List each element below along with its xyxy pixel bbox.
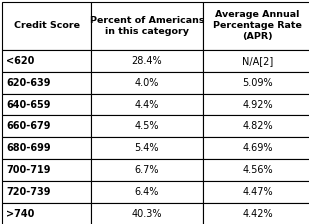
Bar (91, 94, 203, 116)
Bar (91, 116, 203, 137)
Text: 4.56%: 4.56% (242, 165, 273, 175)
Bar (91, 181, 203, 203)
Text: 4.42%: 4.42% (242, 209, 273, 219)
Bar (91, 2, 203, 50)
Bar (91, 137, 203, 159)
Text: 700-719: 700-719 (6, 165, 51, 175)
Text: 40.3%: 40.3% (132, 209, 162, 219)
Bar (2, 50, 91, 72)
Bar (203, 72, 309, 94)
Text: 680-699: 680-699 (6, 143, 51, 153)
Bar (2, 181, 91, 203)
Bar (91, 159, 203, 181)
Text: 4.0%: 4.0% (135, 78, 159, 88)
Text: <620: <620 (6, 56, 35, 66)
Text: 4.69%: 4.69% (242, 143, 273, 153)
Text: Percent of Americans
in this category: Percent of Americans in this category (90, 16, 204, 36)
Text: 720-739: 720-739 (6, 187, 51, 197)
Text: 4.47%: 4.47% (242, 187, 273, 197)
Text: 660-679: 660-679 (6, 121, 51, 131)
Bar (91, 203, 203, 224)
Bar (91, 50, 203, 72)
Text: 5.09%: 5.09% (242, 78, 273, 88)
Bar (203, 181, 309, 203)
Bar (2, 72, 91, 94)
Bar (2, 94, 91, 116)
Text: 4.92%: 4.92% (242, 99, 273, 110)
Bar (203, 203, 309, 224)
Text: 4.82%: 4.82% (242, 121, 273, 131)
Bar (2, 116, 91, 137)
Text: 28.4%: 28.4% (132, 56, 162, 66)
Bar (2, 2, 91, 50)
Bar (91, 72, 203, 94)
Bar (203, 2, 309, 50)
Text: 4.5%: 4.5% (135, 121, 159, 131)
Text: 640-659: 640-659 (6, 99, 51, 110)
Bar (2, 159, 91, 181)
Text: 4.4%: 4.4% (135, 99, 159, 110)
Text: 6.7%: 6.7% (135, 165, 159, 175)
Bar (203, 94, 309, 116)
Text: N/A[2]: N/A[2] (242, 56, 273, 66)
Text: Average Annual
Percentage Rate
(APR): Average Annual Percentage Rate (APR) (213, 10, 302, 41)
Bar (203, 159, 309, 181)
Text: Credit Score: Credit Score (14, 21, 79, 30)
Text: >740: >740 (6, 209, 35, 219)
Bar (2, 137, 91, 159)
Text: 620-639: 620-639 (6, 78, 51, 88)
Text: 5.4%: 5.4% (135, 143, 159, 153)
Bar (203, 116, 309, 137)
Bar (203, 50, 309, 72)
Text: 6.4%: 6.4% (135, 187, 159, 197)
Bar (203, 137, 309, 159)
Bar (2, 203, 91, 224)
